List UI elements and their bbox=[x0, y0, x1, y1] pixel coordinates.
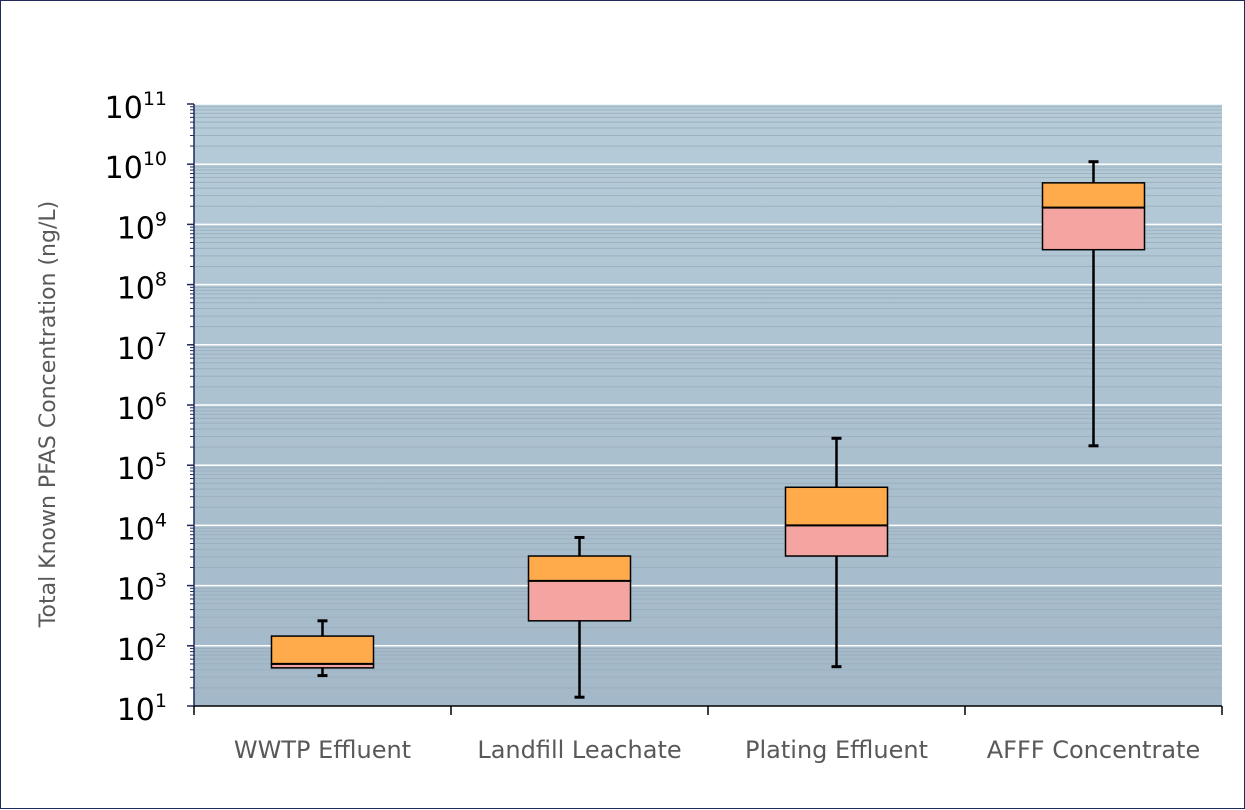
y-tick-label: 106 bbox=[117, 389, 167, 427]
y-tick-labels: 101 102 103 104 105 106 107 108 109 1010 1011 bbox=[105, 88, 167, 728]
y-tick-label: 101 bbox=[117, 690, 167, 728]
upper-box bbox=[527, 555, 632, 582]
lower-box bbox=[1041, 206, 1146, 251]
y-tick-label: 102 bbox=[117, 630, 167, 668]
x-category-label: WWTP Effluent bbox=[234, 736, 411, 764]
x-category-label: Landfill Leachate bbox=[477, 736, 681, 764]
upper-box bbox=[784, 486, 889, 527]
y-axis-title: Total Known PFAS Concentration (ng/L) bbox=[36, 201, 61, 628]
y-tick-label: 108 bbox=[117, 269, 167, 307]
y-tick-label: 107 bbox=[117, 329, 167, 367]
x-category-label: AFFF Concentrate bbox=[987, 736, 1200, 764]
upper-box bbox=[270, 635, 375, 665]
x-category-label: Plating Effluent bbox=[745, 736, 928, 764]
box-landfill-leachate bbox=[527, 535, 632, 699]
y-tick-label: 105 bbox=[117, 449, 167, 487]
y-tick-label: 104 bbox=[117, 509, 167, 547]
box-afff-concentrate bbox=[1041, 160, 1146, 448]
axes bbox=[187, 103, 1223, 715]
box-plating-effluent bbox=[784, 436, 889, 669]
x-category-labels: WWTP Effluent Landfill Leachate Plating Ef… bbox=[234, 736, 1200, 764]
box-series bbox=[270, 160, 1146, 699]
lower-box bbox=[784, 524, 889, 557]
y-tick-label: 1011 bbox=[105, 88, 167, 126]
y-tick-label: 1010 bbox=[105, 148, 167, 186]
y-tick-label: 109 bbox=[117, 208, 167, 246]
box-wwtp-effluent bbox=[270, 619, 375, 678]
lower-box bbox=[527, 580, 632, 622]
y-tick-label: 103 bbox=[117, 570, 167, 608]
upper-box bbox=[1041, 182, 1146, 209]
minor-gridlines bbox=[194, 106, 1222, 689]
